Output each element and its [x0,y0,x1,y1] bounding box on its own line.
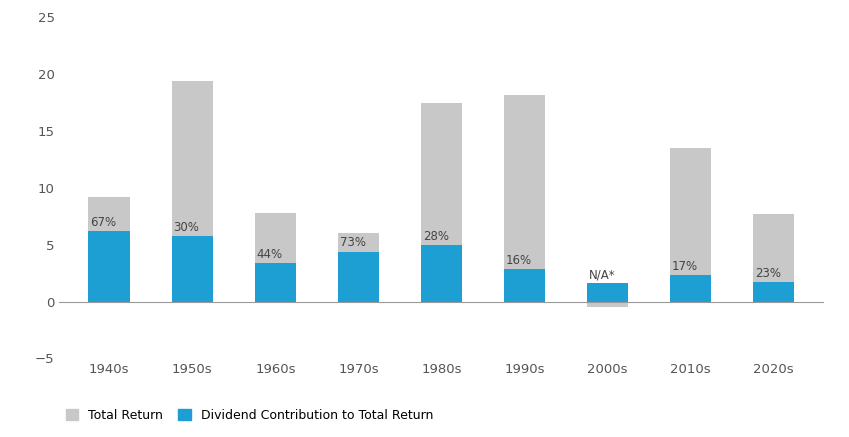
Bar [753,282,795,302]
Bar [421,103,462,302]
Bar [670,148,711,302]
Text: 28%: 28% [423,230,449,243]
Bar [338,233,380,302]
Bar [171,81,213,302]
Bar [753,214,795,302]
Text: 17%: 17% [672,260,698,274]
Text: 67%: 67% [91,216,116,229]
Text: 30%: 30% [174,221,200,234]
Bar [338,252,380,302]
Text: N/A*: N/A* [589,268,616,281]
Text: 23%: 23% [755,267,781,280]
Bar [88,231,130,302]
Bar [503,95,545,302]
Bar [171,236,213,302]
Text: 44%: 44% [256,248,283,261]
Bar [503,269,545,302]
Bar [421,245,462,302]
Legend: Total Return, Dividend Contribution to Total Return: Total Return, Dividend Contribution to T… [65,409,433,422]
Bar [255,263,296,302]
Bar [255,213,296,302]
Bar [587,283,628,302]
Bar [670,275,711,302]
Text: 16%: 16% [506,253,532,267]
Bar [587,302,628,307]
Text: 73%: 73% [340,236,366,250]
Bar [88,197,130,302]
